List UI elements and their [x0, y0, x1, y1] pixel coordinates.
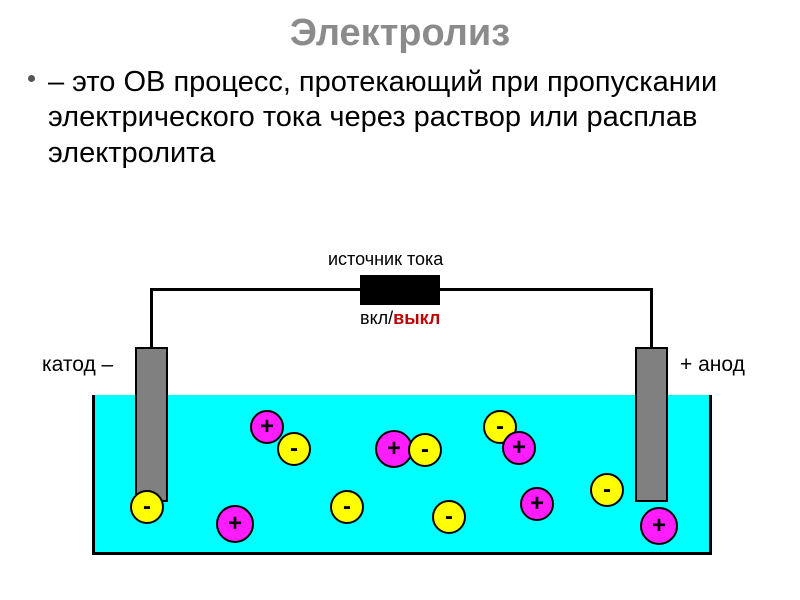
source-label: источник тока [328, 249, 443, 270]
anion-ion: - [432, 500, 466, 534]
cation-ion: + [216, 505, 254, 543]
wire-left [150, 288, 153, 350]
anion-ion: - [408, 433, 442, 467]
cation-ion: + [520, 487, 554, 521]
anode-label: + анод [680, 353, 745, 377]
anion-ion: - [590, 473, 624, 507]
cation-ion: + [502, 431, 536, 465]
cathode-label: катод – [42, 353, 113, 377]
anion-ion: - [130, 490, 164, 524]
anode-electrode [635, 347, 668, 502]
switch-on-text: вкл [360, 308, 388, 328]
electrolyte-tank [92, 395, 712, 555]
power-source-box [360, 275, 440, 305]
electrolysis-diagram: источник тока вкл/выкл катод – + анод +-… [0, 255, 800, 600]
body-text: – это ОВ процесс, протекающий при пропус… [48, 65, 770, 171]
switch-off-text: выкл [393, 308, 440, 328]
switch-label: вкл/выкл [360, 308, 440, 329]
wire-right [650, 288, 653, 350]
anion-ion: - [330, 490, 364, 524]
cation-ion: + [640, 507, 678, 545]
page-title: Электролиз [0, 0, 800, 55]
body-text-wrap: – это ОВ процесс, протекающий при пропус… [0, 55, 800, 171]
cathode-electrode [135, 347, 168, 502]
anion-ion: - [277, 432, 311, 466]
bullet-icon [28, 75, 35, 82]
